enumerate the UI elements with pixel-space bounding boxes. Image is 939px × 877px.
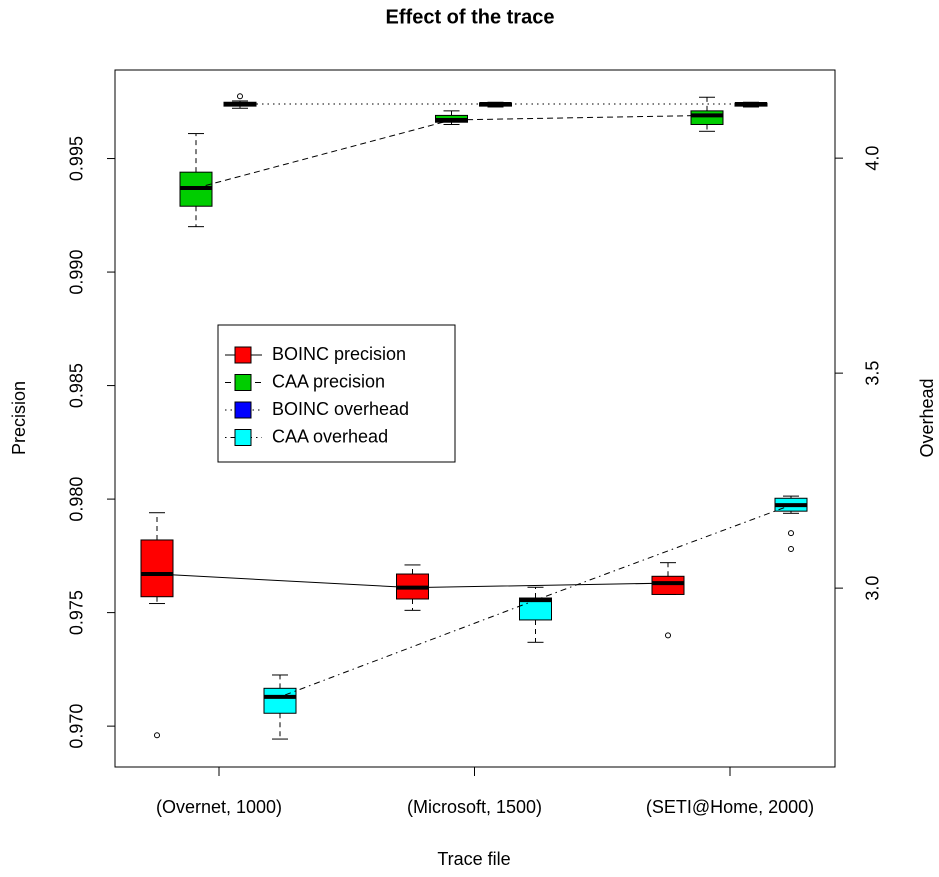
chart-title: Effect of the trace bbox=[386, 6, 555, 28]
y-tick-label: 0.980 bbox=[67, 477, 87, 522]
legend-swatch bbox=[234, 346, 252, 364]
outlier bbox=[154, 732, 160, 739]
y-tick-label: 0.990 bbox=[67, 250, 87, 295]
box bbox=[690, 110, 724, 125]
legend-box bbox=[217, 324, 456, 463]
median-line bbox=[279, 504, 792, 698]
median-line bbox=[156, 573, 669, 589]
y-tick-label: 0.975 bbox=[67, 590, 87, 635]
legend-label: CAA precision bbox=[272, 371, 385, 391]
y2-axis-title: Overhead bbox=[917, 378, 937, 457]
outlier bbox=[788, 545, 794, 552]
y2-tick-label: 3.5 bbox=[863, 361, 883, 386]
y-tick-label: 0.995 bbox=[67, 136, 87, 181]
y-axis-title: Precision bbox=[9, 381, 29, 455]
outlier bbox=[237, 93, 243, 100]
x-tick-label: (Overnet, 1000) bbox=[156, 797, 282, 817]
y-tick-label: 0.970 bbox=[67, 704, 87, 749]
legend-swatch bbox=[234, 374, 252, 391]
outlier bbox=[665, 632, 671, 639]
legend-label: BOINC precision bbox=[272, 344, 406, 364]
box bbox=[651, 575, 685, 595]
box bbox=[263, 687, 297, 714]
legend-swatch bbox=[234, 401, 252, 419]
legend-swatch bbox=[234, 429, 252, 446]
outlier bbox=[788, 530, 794, 537]
y-tick-label: 0.985 bbox=[67, 363, 87, 408]
y2-tick-label: 3.0 bbox=[863, 576, 883, 601]
box bbox=[140, 539, 174, 598]
legend-label: BOINC overhead bbox=[272, 399, 409, 419]
x-tick-label: (Microsoft, 1500) bbox=[407, 797, 542, 817]
x-tick-label: (SETI@Home, 2000) bbox=[646, 797, 814, 817]
median-line bbox=[195, 114, 708, 189]
x-axis-title: Trace file bbox=[437, 849, 510, 869]
legend-label: CAA overhead bbox=[272, 426, 388, 446]
y2-tick-label: 4.0 bbox=[863, 146, 883, 171]
